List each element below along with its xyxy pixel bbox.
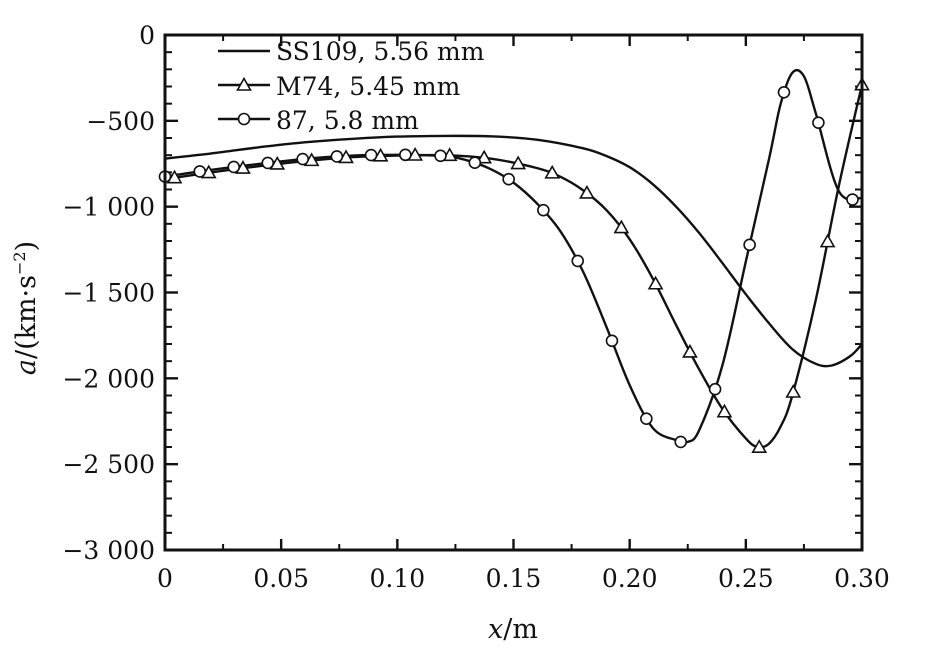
x-tick-label: 0.10 bbox=[369, 564, 425, 593]
plot-frame bbox=[163, 33, 864, 552]
marker-triangle bbox=[544, 164, 561, 179]
series-line-ss109 bbox=[164, 134, 863, 368]
y-tick-label: −2 500 bbox=[62, 450, 155, 479]
x-tick-labels: 0 0.05 0.10 0.15 0.20 0.25 0.30 bbox=[157, 564, 890, 593]
marker-triangle bbox=[476, 149, 492, 164]
x-tick-label: 0.20 bbox=[602, 564, 658, 593]
axis-ticks bbox=[163, 33, 864, 552]
marker-circle bbox=[330, 150, 344, 163]
marker-circle bbox=[434, 149, 447, 163]
marker-circle bbox=[193, 165, 207, 178]
y-tick-label: −3 000 bbox=[62, 536, 155, 565]
legend-label-m74: M74, 5.45 mm bbox=[276, 72, 461, 101]
x-axis-unit: /m bbox=[503, 614, 538, 645]
y-tick-label: 0 bbox=[139, 21, 155, 50]
marker-circle bbox=[777, 85, 791, 99]
y-axis-unit-pre: /(km·s bbox=[11, 275, 42, 359]
marker-triangle bbox=[716, 403, 733, 418]
marker-circle bbox=[743, 238, 756, 252]
marker-triangle bbox=[682, 343, 698, 358]
marker-triangle bbox=[407, 147, 423, 161]
x-tick-label: 0.15 bbox=[486, 564, 542, 593]
y-tick-label: −2 000 bbox=[62, 364, 155, 393]
y-tick-labels: 0 −500 −1 000 −1 500 −2 000 −2 500 −3 000 bbox=[62, 21, 155, 565]
marker-circle bbox=[364, 148, 378, 162]
x-tick-label: 0 bbox=[157, 564, 173, 593]
marker-circle bbox=[296, 152, 309, 166]
marker-circle bbox=[468, 156, 482, 169]
marker-circle bbox=[571, 254, 585, 268]
legend-triangle-marker bbox=[236, 76, 252, 91]
marker-triangle bbox=[613, 219, 630, 234]
y-tick-label: −500 bbox=[86, 107, 155, 136]
series-line-m74 bbox=[164, 84, 864, 449]
marker-circle bbox=[399, 148, 412, 162]
marker-triangle bbox=[751, 439, 768, 453]
marker-circle bbox=[261, 156, 275, 170]
marker-triangle bbox=[647, 275, 664, 290]
marker-circle bbox=[227, 160, 241, 174]
y-axis-var: a bbox=[11, 359, 42, 375]
marker-circle bbox=[605, 334, 619, 348]
legend: SS109, 5.56 mm M74, 5.45 mm 87, 5.8 mm bbox=[218, 37, 485, 135]
marker-triangle bbox=[510, 155, 527, 170]
marker-circle bbox=[708, 382, 722, 396]
series-markers bbox=[158, 76, 870, 453]
x-tick-label: 0.05 bbox=[253, 564, 309, 593]
marker-circle bbox=[674, 435, 688, 449]
marker-circle bbox=[502, 172, 515, 186]
y-tick-label: −1 500 bbox=[62, 279, 155, 308]
legend-label-ss109: SS109, 5.56 mm bbox=[276, 37, 485, 66]
y-axis-unit-post: ) bbox=[11, 241, 42, 252]
y-axis-title: a/(km·s−2) bbox=[10, 241, 42, 375]
marker-triangle bbox=[819, 233, 836, 248]
x-axis-title: x/m bbox=[488, 614, 538, 645]
x-axis-var: x bbox=[488, 614, 503, 645]
marker-circle bbox=[812, 116, 825, 129]
y-tick-label: −1 000 bbox=[62, 193, 155, 222]
marker-triangle bbox=[579, 184, 595, 199]
legend-circle-marker bbox=[237, 112, 251, 126]
x-tick-label: 0.30 bbox=[834, 564, 890, 593]
legend-label-87: 87, 5.8 mm bbox=[276, 106, 419, 135]
marker-circle bbox=[640, 412, 653, 425]
marker-circle bbox=[846, 193, 859, 206]
y-axis-unit-exp: −2 bbox=[10, 251, 29, 275]
marker-triangle bbox=[785, 384, 802, 398]
x-tick-label: 0.25 bbox=[718, 564, 774, 593]
marker-circle bbox=[537, 203, 550, 217]
